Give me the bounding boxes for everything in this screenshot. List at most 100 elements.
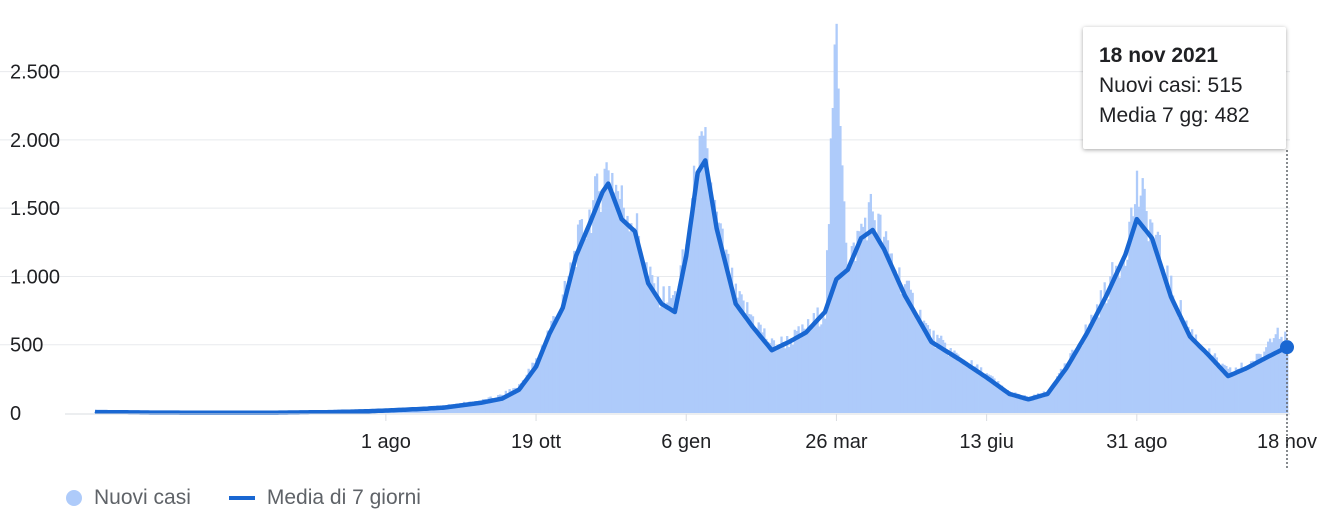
bar	[763, 328, 766, 413]
bar	[900, 293, 903, 413]
bar	[1035, 396, 1038, 413]
bar	[622, 207, 625, 413]
bar	[575, 267, 578, 413]
bar	[633, 228, 637, 413]
bar	[1242, 368, 1245, 413]
bar	[818, 326, 821, 413]
bar	[997, 381, 1000, 413]
bar	[825, 250, 829, 413]
bar	[675, 297, 679, 413]
bar	[670, 298, 673, 413]
bar	[567, 276, 570, 413]
bar	[725, 249, 728, 413]
bar	[1065, 363, 1068, 413]
bar	[715, 211, 719, 413]
bar	[508, 389, 511, 413]
bar	[1029, 397, 1032, 413]
bar	[506, 393, 509, 413]
bar	[1149, 219, 1152, 413]
bar	[472, 401, 475, 413]
legend-bars-label[interactable]: Nuovi casi	[94, 486, 191, 509]
bar	[1198, 345, 1201, 413]
bar	[1027, 399, 1030, 413]
bar	[829, 138, 833, 413]
bar	[841, 165, 844, 413]
bar	[1033, 394, 1036, 413]
bar	[474, 401, 477, 413]
bar	[1251, 360, 1255, 413]
bar	[1046, 392, 1049, 413]
bar	[729, 280, 732, 413]
bar	[557, 312, 561, 413]
bar	[732, 294, 736, 413]
bar	[1135, 170, 1139, 413]
bar	[1154, 234, 1158, 413]
bar	[1213, 353, 1217, 413]
bar	[599, 212, 603, 413]
bar	[960, 362, 964, 413]
covid-cases-chart: 0 500 1.000 1.500 2.000 2.500 1 ago 19 ott 6 ge…	[0, 23, 1317, 470]
bar	[673, 291, 677, 413]
bar	[1105, 303, 1108, 413]
bar	[911, 292, 914, 413]
legend-line-label[interactable]: Media di 7 giorni	[266, 486, 421, 509]
bar	[679, 265, 682, 413]
bar	[959, 358, 962, 413]
bar	[864, 217, 867, 413]
bar	[538, 354, 542, 413]
bar	[466, 402, 469, 413]
bar	[1054, 383, 1057, 413]
bar	[831, 107, 834, 413]
bar	[1086, 330, 1089, 413]
bar	[774, 348, 777, 413]
bar	[757, 322, 760, 413]
tooltip-date: 18 nov 2021	[1099, 44, 1219, 67]
bar	[626, 215, 629, 413]
bar	[884, 231, 888, 413]
bar	[947, 356, 950, 413]
bar	[1190, 329, 1194, 413]
bar	[451, 404, 454, 413]
bar	[677, 286, 680, 413]
bar	[1194, 334, 1198, 413]
bar	[930, 341, 933, 413]
bar	[632, 229, 635, 413]
bar	[767, 341, 770, 413]
bar	[569, 262, 572, 413]
bar	[1050, 388, 1053, 413]
bar	[1069, 353, 1072, 413]
bar	[497, 394, 500, 413]
bar	[1181, 318, 1184, 413]
bar	[1141, 178, 1144, 413]
bar	[786, 336, 789, 413]
bar	[537, 357, 540, 413]
bar	[1152, 238, 1156, 413]
bar	[658, 307, 661, 413]
bar	[523, 381, 527, 413]
bar	[721, 228, 724, 413]
bar	[945, 349, 949, 413]
bar	[877, 213, 880, 413]
bar	[635, 213, 639, 413]
bar	[595, 173, 599, 413]
bar	[850, 246, 853, 413]
bar	[793, 329, 796, 413]
bar	[1246, 366, 1249, 413]
bar	[1206, 353, 1209, 413]
bar	[941, 339, 945, 413]
bar	[881, 245, 884, 413]
bar	[1171, 295, 1175, 413]
bar	[457, 404, 460, 413]
bar	[913, 316, 916, 413]
bar	[957, 354, 960, 413]
x-axis-ticks: 1 ago 19 ott 6 gen 26 mar 13 giu 31 ago 18 nov	[361, 414, 1317, 453]
y-tick-label: 2.000	[10, 130, 60, 152]
bar	[582, 235, 585, 413]
bar	[1109, 276, 1112, 413]
bar	[1259, 354, 1262, 413]
bar	[660, 302, 663, 413]
bar	[544, 339, 547, 413]
bar	[1147, 241, 1150, 413]
bar	[554, 316, 557, 413]
bar	[1265, 347, 1268, 413]
